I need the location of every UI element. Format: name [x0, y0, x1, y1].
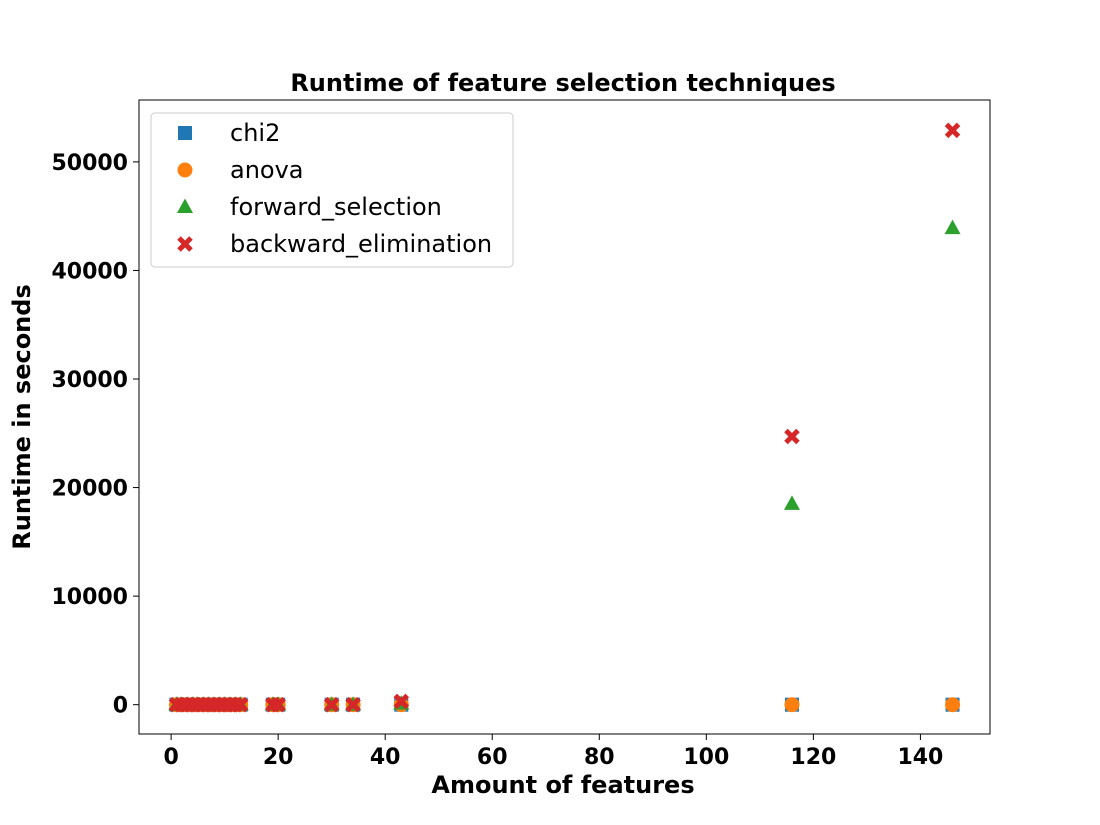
backward-elimination-point — [323, 696, 340, 713]
backward-elimination-point — [232, 696, 249, 713]
legend-item: forward_selection — [177, 193, 442, 221]
x-tick-label: 140 — [897, 745, 943, 770]
backward-elimination-point — [270, 696, 286, 713]
backward-elimination-point — [784, 428, 800, 445]
y-axis: 0 10000 20000 30000 40000 50000 — [51, 151, 139, 719]
x-tick-label: 60 — [477, 745, 508, 770]
forward-selection-point — [944, 219, 961, 235]
legend-item: backward_elimination — [177, 230, 492, 258]
legend-label: forward_selection — [230, 193, 442, 221]
x-tick-label: 40 — [370, 745, 401, 770]
x-tick-label: 100 — [683, 745, 729, 770]
legend-label: anova — [230, 156, 304, 184]
y-tick-label: 20000 — [51, 477, 128, 502]
legend-marker-backward-elimination — [177, 236, 193, 252]
y-tick-label: 0 — [113, 694, 128, 719]
legend-label: backward_elimination — [230, 230, 492, 258]
legend-marker-forward-selection — [177, 198, 193, 213]
x-tick-label: 80 — [584, 745, 615, 770]
y-tick-label: 10000 — [51, 585, 128, 610]
backward-elimination-point — [345, 696, 361, 713]
series-forward-selection — [168, 219, 961, 711]
y-tick-label: 30000 — [51, 368, 128, 393]
plot-area — [138, 99, 991, 735]
legend-marker-chi2 — [178, 126, 192, 140]
legend-marker-anova — [177, 162, 193, 178]
anova-point — [784, 697, 800, 713]
data-points — [168, 122, 961, 713]
y-axis-label: Runtime in seconds — [8, 284, 36, 550]
x-tick-label: 20 — [263, 745, 294, 770]
anova-point — [945, 697, 961, 713]
y-tick-label: 50000 — [51, 151, 128, 176]
backward-elimination-point — [393, 693, 410, 710]
series-chi2 — [169, 697, 960, 712]
chart-title: Runtime of feature selection techniques — [290, 69, 835, 97]
forward-selection-point — [783, 495, 800, 510]
legend-item: anova — [177, 156, 304, 184]
backward-elimination-point — [944, 122, 961, 139]
legend: chi2 anova forward_selection backward_elimi… — [150, 112, 514, 268]
legend-label: chi2 — [230, 119, 280, 147]
series-anova — [168, 697, 961, 713]
x-axis: 0 20 40 60 80 100 120 140 — [163, 734, 943, 770]
series-backward-elimination — [168, 122, 961, 713]
legend-item: chi2 — [178, 119, 280, 147]
x-axis-label: Amount of features — [431, 771, 694, 799]
x-tick-label: 0 — [163, 745, 178, 770]
y-tick-label: 40000 — [51, 259, 128, 284]
legend-box — [150, 112, 514, 268]
x-tick-label: 120 — [790, 745, 836, 770]
